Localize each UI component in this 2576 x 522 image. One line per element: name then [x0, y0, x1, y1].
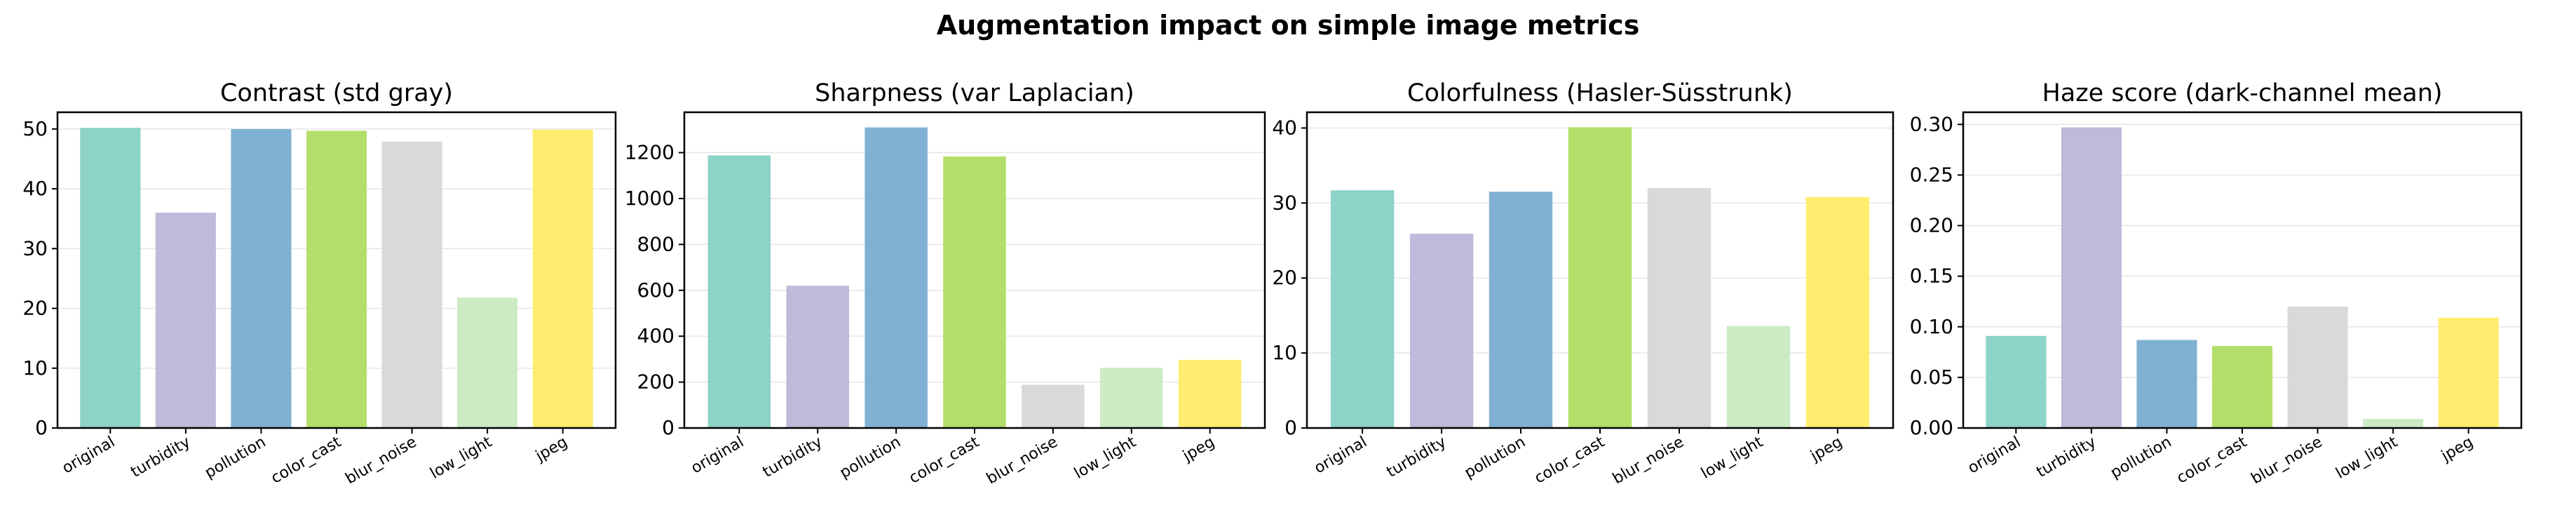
y-tick-label: 10: [22, 356, 48, 380]
bar-color_cast: [1568, 127, 1632, 428]
bar-jpeg: [1178, 359, 1242, 428]
bar-low_light: [2363, 419, 2424, 428]
x-tick-label: jpeg: [532, 434, 571, 466]
y-tick-label: 800: [637, 232, 674, 255]
figure-title: Augmentation impact on simple image metr…: [936, 10, 1640, 41]
x-tick-label: low_light: [427, 433, 495, 482]
bar-low_light: [1100, 368, 1163, 428]
y-tick-label: 600: [637, 279, 674, 302]
y-tick-label: 400: [637, 324, 674, 347]
chart-title: Haze score (dark-channel mean): [2042, 79, 2442, 107]
bar-color_cast: [943, 156, 1006, 428]
bar-blur_noise: [1647, 188, 1711, 428]
bar-turbidity: [786, 286, 849, 428]
y-tick-label: 50: [22, 117, 48, 140]
x-tick-label: jpeg: [2438, 434, 2476, 466]
axes-frame: [1962, 111, 2523, 429]
y-tick-label: 20: [22, 297, 48, 320]
chart-panel-3: original turbidity pollution color_cast blur…: [1272, 79, 1894, 488]
bar-turbidity: [1409, 234, 1474, 428]
bar-jpeg: [532, 129, 593, 428]
y-tick-label: 0: [35, 416, 48, 439]
bar-color_cast: [306, 130, 367, 428]
y-tick-label: 0.00: [1910, 416, 1953, 439]
chart-panel-1: original turbidity pollution color_castblur…: [22, 79, 617, 488]
bar-low_light: [457, 297, 518, 428]
y-tick-label: 30: [22, 236, 48, 260]
bar-turbidity: [155, 213, 216, 428]
y-tick-label: 0: [1284, 416, 1297, 439]
y-tick-label: 1000: [625, 187, 674, 210]
chart-title: Colorfulness (Hasler-Süsstrunk): [1407, 79, 1793, 107]
x-tick-label: jpeg: [1807, 434, 1845, 466]
y-tick-label: 40: [1272, 116, 1297, 139]
chart-panel-4: original turbidity pollution color_castblur…: [1910, 79, 2523, 488]
y-tick-label: 1200: [625, 141, 674, 164]
x-tick-label: turbidity: [1384, 434, 1449, 481]
y-tick-label: 30: [1272, 191, 1297, 214]
bar-original: [1986, 335, 2047, 429]
bar-blur_noise: [1022, 384, 1085, 428]
bar-original: [707, 155, 771, 428]
x-tick-label: low_light: [1071, 433, 1139, 482]
bar-pollution: [231, 128, 292, 428]
x-tick-label: original: [1965, 434, 2024, 478]
x-tick-label: color_cast: [907, 433, 983, 487]
x-tick-label: pollution: [1462, 434, 1528, 483]
bar-original: [1330, 190, 1395, 428]
x-tick-label: original: [60, 434, 118, 478]
chart-panel-2: original turbidity pollution color_cast blur…: [625, 79, 1266, 488]
x-tick-label: blur_noise: [984, 434, 1061, 488]
x-tick-label: turbidity: [2033, 434, 2099, 481]
bar-blur_noise: [381, 141, 442, 429]
x-tick-label: color_cast: [269, 433, 345, 487]
x-tick-label: jpeg: [1179, 434, 1218, 466]
y-tick-label: 0.25: [1910, 163, 1953, 186]
bar-pollution: [2136, 340, 2197, 428]
x-tick-label: blur_noise: [1610, 434, 1687, 488]
x-tick-label: original: [1311, 434, 1370, 478]
y-tick-label: 200: [637, 370, 674, 394]
bar-pollution: [865, 127, 928, 428]
y-tick-label: 0.20: [1910, 214, 1953, 237]
bar-jpeg: [2438, 317, 2499, 428]
x-tick-label: low_light: [1698, 433, 1766, 482]
bar-original: [80, 128, 141, 428]
y-tick-label: 10: [1272, 341, 1297, 364]
bar-blur_noise: [2287, 306, 2348, 428]
x-tick-label: turbidity: [760, 434, 825, 481]
chart-title: Sharpness (var Laplacian): [815, 79, 1134, 107]
y-tick-label: 0.30: [1910, 112, 1953, 135]
bar-jpeg: [1805, 196, 1870, 428]
bar-color_cast: [2212, 346, 2273, 428]
x-tick-label: low_light: [2333, 433, 2401, 482]
y-tick-label: 40: [22, 177, 48, 200]
axes-frame: [683, 111, 1266, 429]
bar-turbidity: [2061, 127, 2122, 428]
x-tick-label: pollution: [2108, 434, 2174, 483]
bar-low_light: [1726, 326, 1791, 428]
x-tick-label: pollution: [202, 434, 269, 483]
x-tick-label: color_cast: [1532, 433, 1608, 487]
y-tick-label: 0.10: [1910, 315, 1953, 338]
chart-title: Contrast (std gray): [220, 79, 453, 107]
x-tick-label: blur_noise: [2249, 434, 2326, 488]
x-tick-label: pollution: [837, 434, 904, 483]
axes-frame: [56, 111, 617, 429]
x-tick-label: blur_noise: [343, 434, 420, 488]
y-tick-label: 0.05: [1910, 366, 1953, 389]
y-tick-label: 0.15: [1910, 265, 1953, 288]
y-tick-label: 0: [662, 416, 674, 439]
bar-pollution: [1489, 192, 1553, 428]
x-tick-label: original: [689, 434, 747, 478]
x-tick-label: turbidity: [128, 434, 193, 481]
x-tick-label: color_cast: [2174, 433, 2251, 487]
axes-frame: [1306, 111, 1894, 429]
y-tick-label: 20: [1272, 266, 1297, 289]
